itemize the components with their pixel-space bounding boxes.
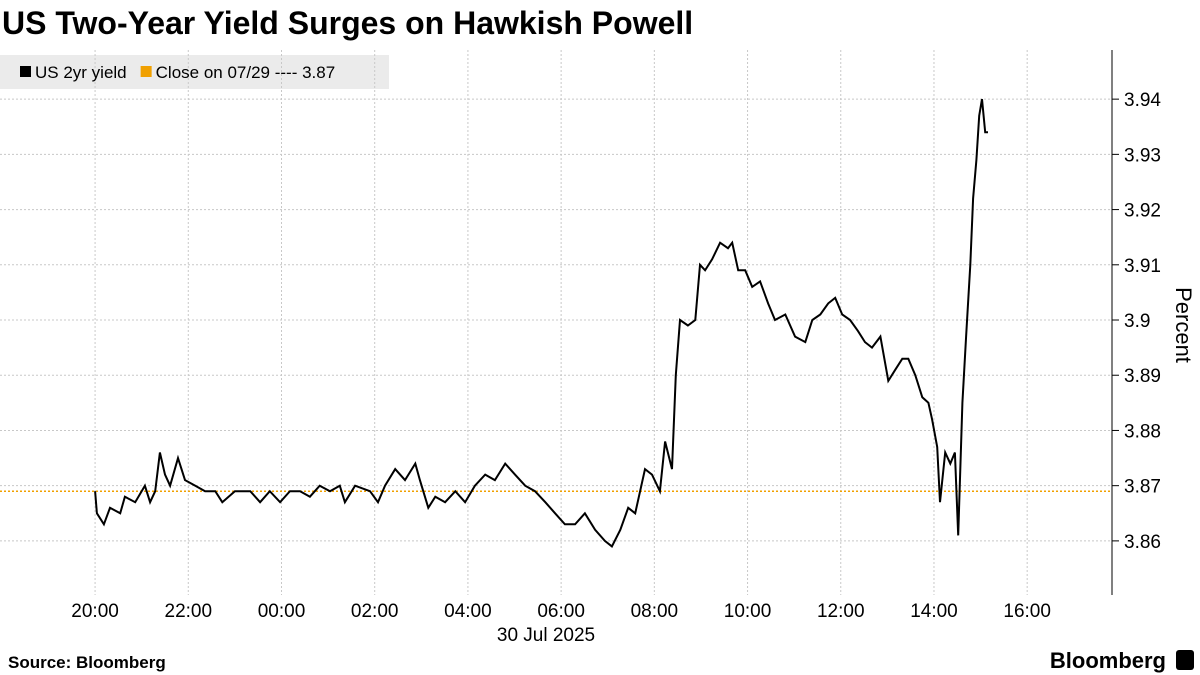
legend-swatch (20, 66, 31, 77)
date-label: 30 Jul 2025 (497, 625, 595, 646)
y-tick-label: 3.93 (1124, 145, 1161, 166)
x-tick-label: 12:00 (817, 601, 865, 622)
y-tick-label: 3.92 (1124, 201, 1161, 222)
x-tick-label: 10:00 (724, 601, 772, 622)
y-tick-label: 3.94 (1124, 90, 1161, 111)
y-tick-label: 3.89 (1124, 366, 1161, 387)
y-tick-label: 3.86 (1124, 532, 1161, 553)
brand: Bloomberg (1050, 648, 1166, 673)
legend-label: Close on 07/29 ---- 3.87 (156, 63, 336, 82)
series-line (94, 98, 988, 548)
x-tick-label: 22:00 (165, 601, 213, 622)
y-tick-label: 3.87 (1124, 477, 1161, 498)
y-tick-label: 3.88 (1124, 421, 1161, 442)
x-tick-label: 14:00 (910, 601, 958, 622)
x-tick-label: 08:00 (631, 601, 679, 622)
x-tick-label: 04:00 (444, 601, 492, 622)
x-tick-label: 02:00 (351, 601, 399, 622)
x-tick-label: 16:00 (1003, 601, 1051, 622)
legend-label: US 2yr yield (35, 63, 127, 82)
brand-icon (1176, 650, 1194, 670)
x-tick-label: 20:00 (71, 601, 119, 622)
x-tick-label: 00:00 (258, 601, 306, 622)
y-tick-label: 3.9 (1124, 311, 1150, 332)
y-tick-label: 3.91 (1124, 256, 1161, 277)
legend-swatch (140, 66, 152, 77)
legend-box (0, 55, 389, 89)
y-axis-label: Percent (1171, 287, 1196, 363)
x-tick-label: 06:00 (537, 601, 585, 622)
chart-title: US Two-Year Yield Surges on Hawkish Powe… (2, 5, 693, 41)
source: Source: Bloomberg (8, 653, 166, 672)
